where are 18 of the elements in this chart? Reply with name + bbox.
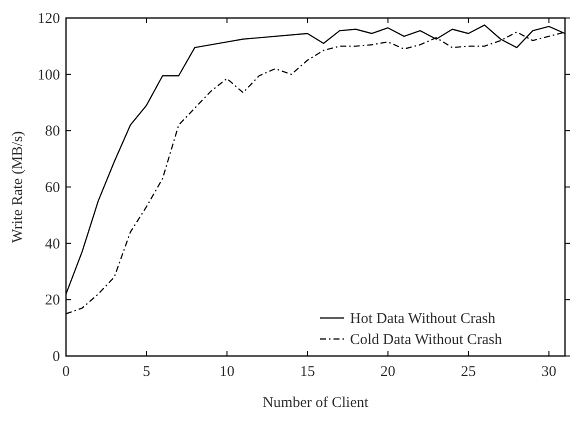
legend-label: Cold Data Without Crash (350, 332, 503, 348)
y-tick-label: 100 (38, 67, 60, 84)
y-tick-label: 80 (45, 124, 60, 140)
legend-label: Hot Data Without Crash (350, 311, 496, 327)
x-tick-label: 10 (219, 364, 234, 380)
y-tick-label: 20 (45, 292, 60, 309)
x-tick-label: 0 (62, 364, 70, 380)
y-tick-label: 60 (45, 180, 60, 196)
x-tick-label: 25 (460, 364, 476, 380)
x-tick-label: 15 (300, 364, 315, 380)
y-tick-label: 120 (38, 11, 60, 27)
y-axis-title: Write Rate (MB/s) (10, 131, 26, 243)
x-tick-label: 30 (541, 364, 556, 380)
x-tick-label: 20 (380, 364, 396, 380)
y-tick-label: 40 (45, 236, 60, 252)
x-axis-title: Number of Client (262, 395, 370, 411)
x-tick-label: 5 (142, 364, 150, 380)
y-tick-label: 0 (52, 349, 60, 365)
